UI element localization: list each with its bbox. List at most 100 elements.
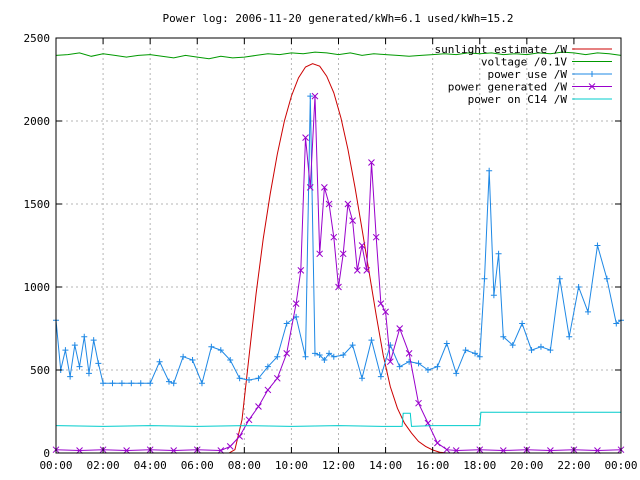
data-point-power-use-w bbox=[340, 352, 347, 359]
data-point-power-use-w bbox=[90, 337, 97, 344]
data-point-power-generated-w bbox=[363, 267, 371, 274]
data-point-power-use-w bbox=[495, 250, 502, 257]
x-tick-label: 00:00 bbox=[604, 459, 637, 472]
data-point-power-use-w bbox=[613, 320, 620, 327]
data-point-power-use-w bbox=[85, 370, 92, 377]
x-tick-label: 04:00 bbox=[134, 459, 167, 472]
data-point-power-generated-w bbox=[339, 250, 347, 258]
data-point-power-generated-w bbox=[434, 439, 441, 447]
data-point-power-use-w bbox=[443, 340, 450, 347]
y-tick-label: 1500 bbox=[24, 198, 51, 211]
data-point-power-use-w bbox=[349, 342, 356, 349]
data-point-power-generated-w bbox=[443, 446, 451, 454]
data-point-power-use-w bbox=[147, 380, 154, 387]
y-tick-label: 0 bbox=[43, 447, 50, 460]
data-point-power-use-w bbox=[528, 347, 535, 354]
data-point-power-generated-w bbox=[245, 416, 253, 424]
y-tick-label: 1000 bbox=[24, 281, 51, 294]
series-voltage-0-1v bbox=[55, 51, 622, 60]
series-line-sunlight-estimate-w bbox=[56, 63, 621, 454]
data-point-power-use-w bbox=[603, 275, 610, 282]
legend-label-power-use-w: power use /W bbox=[488, 68, 568, 81]
legend-label-sunlight-estimate-w: sunlight estimate /W bbox=[435, 43, 568, 56]
data-point-power-use-w bbox=[472, 350, 479, 357]
x-tick-label: 16:00 bbox=[416, 459, 449, 472]
legend-label-voltage-0-1v: voltage /0.1V bbox=[481, 56, 567, 69]
series-line-voltage-0-1v bbox=[55, 51, 622, 60]
data-point-power-use-w bbox=[293, 313, 300, 320]
legend-marker-power-generated-w bbox=[588, 83, 596, 90]
data-point-power-use-w bbox=[396, 363, 403, 370]
data-point-power-generated-w bbox=[382, 308, 389, 316]
data-point-power-generated-w bbox=[349, 217, 356, 224]
data-point-power-use-w bbox=[321, 357, 328, 364]
data-point-power-use-w bbox=[434, 363, 441, 370]
data-point-power-use-w bbox=[71, 342, 78, 349]
x-tick-label: 18:00 bbox=[463, 459, 496, 472]
x-tick-label: 10:00 bbox=[275, 459, 308, 472]
data-point-power-generated-w bbox=[226, 443, 234, 450]
x-tick-label: 20:00 bbox=[510, 459, 543, 472]
data-point-power-use-w bbox=[486, 167, 493, 174]
data-point-power-use-w bbox=[500, 333, 507, 340]
chart-title: Power log: 2006-11-20 generated/kWh=6.1 … bbox=[163, 12, 514, 25]
data-point-power-use-w bbox=[453, 370, 460, 377]
data-point-power-use-w bbox=[302, 353, 309, 360]
data-point-power-use-w bbox=[274, 353, 281, 360]
data-point-power-use-w bbox=[217, 347, 224, 354]
legend-label-power-on-c14-w: power on C14 /W bbox=[468, 93, 568, 106]
data-point-power-generated-w bbox=[415, 399, 422, 407]
data-point-power-use-w bbox=[537, 343, 544, 350]
data-point-power-use-w bbox=[326, 350, 333, 357]
x-tick-label: 14:00 bbox=[369, 459, 402, 472]
data-point-power-use-w bbox=[67, 373, 74, 380]
data-point-power-use-w bbox=[100, 380, 107, 387]
legend-marker-power-use-w bbox=[589, 71, 595, 77]
data-point-power-use-w bbox=[128, 380, 135, 387]
data-point-power-use-w bbox=[118, 380, 125, 387]
x-tick-label: 00:00 bbox=[39, 459, 72, 472]
data-point-power-use-w bbox=[76, 363, 83, 370]
data-point-power-use-w bbox=[316, 352, 323, 359]
data-point-power-use-w bbox=[307, 93, 314, 100]
data-point-power-use-w bbox=[227, 357, 234, 364]
data-point-power-generated-w bbox=[255, 403, 262, 410]
data-point-power-generated-w bbox=[316, 250, 324, 258]
series-line-power-on-c14-w bbox=[55, 411, 621, 427]
y-tick-label: 2000 bbox=[24, 115, 51, 128]
data-point-power-use-w bbox=[368, 337, 375, 344]
data-point-power-generated-w bbox=[302, 134, 309, 141]
data-point-power-generated-w bbox=[311, 92, 319, 100]
data-point-power-use-w bbox=[283, 320, 290, 327]
data-point-power-use-w bbox=[594, 242, 601, 249]
data-point-power-generated-w bbox=[344, 200, 352, 208]
data-point-power-generated-w bbox=[377, 300, 385, 307]
data-point-power-generated-w bbox=[353, 267, 361, 274]
x-tick-label: 08:00 bbox=[228, 459, 261, 472]
data-point-power-generated-w bbox=[424, 419, 432, 427]
data-point-power-use-w bbox=[377, 373, 384, 380]
data-point-power-generated-w bbox=[405, 350, 413, 357]
axis-tick-labels: 0 500 1000 1500 2000 2500 00:00 02:00 04:00 06:00… bbox=[24, 32, 638, 472]
data-point-power-use-w bbox=[109, 380, 116, 387]
data-point-power-use-w bbox=[575, 284, 582, 290]
data-point-power-generated-w bbox=[292, 300, 300, 307]
data-point-power-use-w bbox=[189, 357, 196, 364]
data-point-power-use-w bbox=[585, 308, 592, 315]
data-point-power-generated-w bbox=[306, 184, 314, 191]
data-point-power-use-w bbox=[519, 320, 526, 327]
data-point-power-generated-w bbox=[386, 358, 394, 366]
data-point-power-use-w bbox=[166, 378, 172, 385]
data-point-power-generated-w bbox=[264, 386, 272, 394]
data-point-power-generated-w bbox=[273, 374, 281, 382]
legend-label-power-generated-w: power generated /W bbox=[448, 81, 568, 94]
data-point-power-use-w bbox=[95, 360, 102, 367]
series-power-on-c14-w bbox=[55, 411, 621, 427]
data-point-power-generated-w bbox=[321, 184, 328, 191]
x-tick-label: 12:00 bbox=[322, 459, 355, 472]
y-tick-label: 500 bbox=[30, 364, 50, 377]
data-point-power-use-w bbox=[509, 342, 516, 349]
data-point-power-generated-w bbox=[396, 325, 404, 332]
